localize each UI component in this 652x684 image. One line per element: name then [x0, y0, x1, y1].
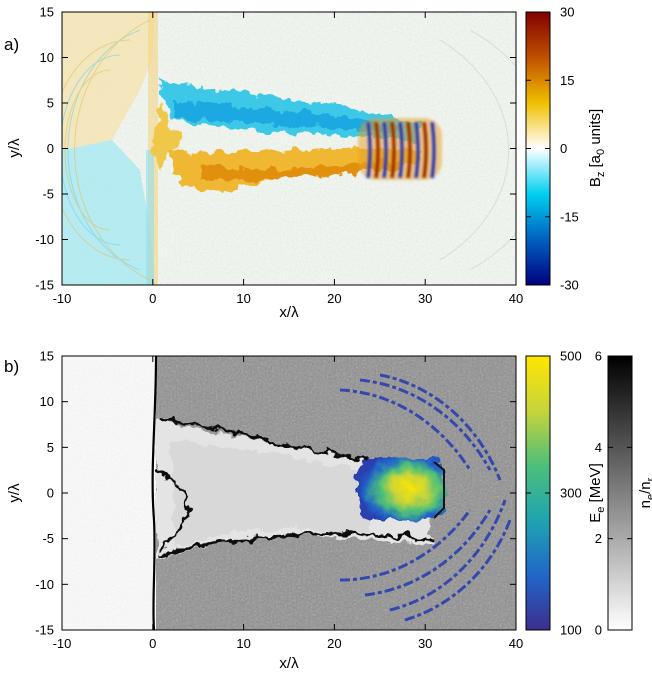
panel-a-ytick-label: 0 [47, 141, 54, 156]
panel-b-xlabel: x/λ [279, 655, 299, 672]
colorbar-density-tick-label: 2 [595, 531, 602, 546]
panel-b-electron-bunch [358, 458, 444, 520]
bunch-stripe [374, 121, 380, 179]
panel-a-colorbar: -30 -15 0 15 30 Bz [a0 units] [525, 5, 607, 293]
panel-a-ylabel: y/λ [6, 138, 23, 158]
panel-a-bunch-oscillations [358, 118, 442, 180]
bunch-stripe [406, 121, 412, 179]
panel-a-ytick-label: -10 [35, 232, 54, 247]
bunch-stripe [398, 121, 404, 179]
panel-b-ytick-label: 10 [40, 394, 54, 409]
panel-a-ytick-label: -5 [42, 187, 54, 202]
bunch-stripe [366, 121, 372, 179]
panel-b-electron-arcs [339, 373, 512, 622]
panel-b-ytick-label: 15 [40, 349, 54, 364]
panel-b-ytick-label: 5 [47, 440, 54, 455]
panel-b-ytick-label: 0 [47, 486, 54, 501]
panel-a-xtick-label: 0 [149, 291, 156, 306]
panel-b-ytick-label: -5 [42, 531, 54, 546]
panel-b: b) [4, 349, 652, 673]
panel-a-field-map [62, 12, 516, 285]
colorbar-density-label: ne/nr [637, 477, 652, 508]
colorbar-a-tick-label: 0 [560, 141, 567, 156]
colorbar-energy-tick-label: 300 [560, 486, 582, 501]
panel-a-xtick-label: 20 [327, 291, 341, 306]
panel-a-xtick-label: 40 [509, 291, 523, 306]
panel-a-wave-arcs [62, 19, 516, 281]
colorbar-a-tick-label: -30 [560, 278, 579, 293]
panel-a-ytick-label: 10 [40, 50, 54, 65]
colorbar-energy-tick-label: 500 [560, 349, 582, 364]
bunch-stripe [430, 121, 436, 179]
colorbar-energy-tick-label: 100 [560, 623, 582, 638]
panel-a-xtick-label: 10 [236, 291, 250, 306]
panel-a-xlabel: x/λ [279, 304, 299, 321]
bunch-stripe [390, 121, 396, 179]
panel-a-xtick-label: -10 [53, 291, 72, 306]
panel-a-ytick-label: -15 [35, 278, 54, 293]
panel-b-xtick-label: 0 [149, 636, 156, 651]
panel-a-channel-walls [150, 80, 420, 192]
bunch-stripe [422, 121, 428, 179]
colorbar-energy-label: Ee [MeV] [587, 463, 607, 523]
panel-b-energy-colorbar: 100 300 500 Ee [MeV] [525, 349, 607, 638]
bunch-stripe [382, 121, 388, 179]
panel-b-target-edge [151, 356, 158, 630]
panel-b-ylabel: y/λ [6, 483, 23, 503]
colorbar-a-label: Bz [a0 units] [587, 109, 607, 187]
panel-b-xtick-label: -10 [53, 636, 72, 651]
colorbar-density-ticks: 0 2 4 6 [595, 349, 632, 638]
panel-b-density-map [62, 356, 516, 630]
bunch-stripe [414, 121, 420, 179]
panel-b-xtick-label: 30 [418, 636, 432, 651]
panel-a: a) [4, 5, 607, 322]
panel-b-xtick-label: 40 [509, 636, 523, 651]
panel-a-ytick-label: 5 [47, 96, 54, 111]
panel-b-label: b) [4, 357, 19, 376]
panel-b-xtick-label: 10 [236, 636, 250, 651]
colorbar-a-tick-label: -15 [560, 209, 579, 224]
panel-a-xtick-label: 30 [418, 291, 432, 306]
panel-b-density-colorbar: 0 2 4 6 ne/nr [595, 349, 652, 638]
panel-b-xtick-label: 20 [327, 636, 341, 651]
colorbar-a-ticks: -30 -15 0 15 30 [526, 5, 579, 293]
colorbar-density-tick-label: 4 [595, 440, 602, 455]
colorbar-density-tick-label: 0 [595, 623, 602, 638]
colorbar-density-tick-label: 6 [595, 349, 602, 364]
colorbar-a-tick-label: 15 [560, 73, 574, 88]
colorbar-a-tick-label: 30 [560, 5, 574, 20]
colorbar-energy-ticks: 100 300 500 [526, 349, 582, 638]
panel-a-label: a) [4, 35, 19, 54]
panel-a-ytick-label: 15 [40, 5, 54, 20]
panel-b-ytick-label: -15 [35, 623, 54, 638]
panel-b-ytick-label: -10 [35, 577, 54, 592]
